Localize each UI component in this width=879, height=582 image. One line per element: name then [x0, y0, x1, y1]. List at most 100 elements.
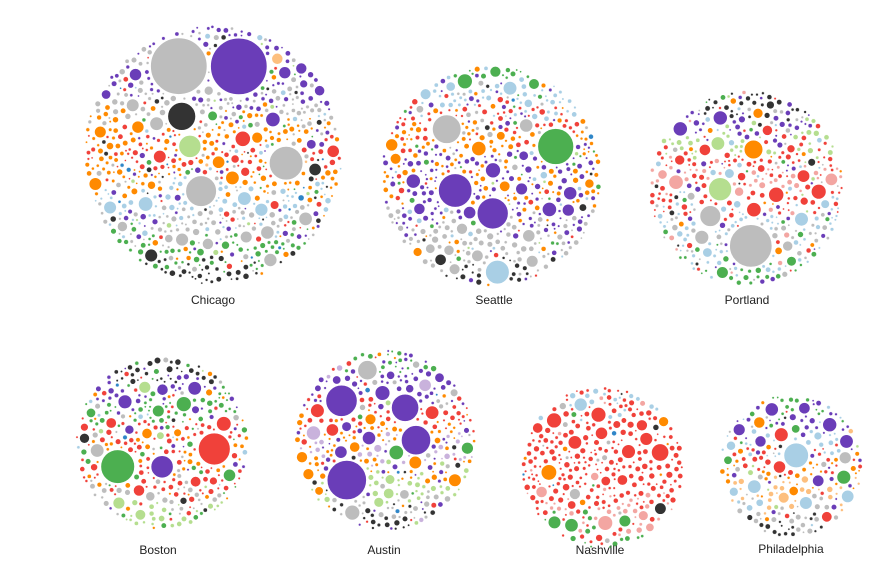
bubble-purple	[770, 276, 776, 282]
bubble-purple	[501, 104, 507, 110]
bubble-light-blue	[252, 202, 256, 206]
bubble-gray	[150, 37, 208, 95]
bubble-pink	[780, 184, 786, 189]
bubble-orange	[562, 446, 568, 452]
bubble-purple	[504, 120, 511, 127]
bubble-gray	[541, 254, 546, 259]
bubble-gray	[444, 224, 451, 231]
bubble-red	[471, 429, 476, 433]
bubble-gray	[782, 240, 794, 252]
bubble-purple	[395, 221, 399, 225]
bubble-purple	[137, 136, 141, 140]
bubble-light-blue	[826, 405, 831, 410]
bubble-light-blue	[666, 220, 669, 224]
bubble-lavender	[361, 444, 365, 448]
bubble-red	[672, 452, 680, 459]
bubble-purple	[494, 158, 498, 162]
bubble-gray	[537, 216, 544, 223]
bubble-purple	[810, 181, 814, 185]
bubble-dark	[144, 262, 148, 266]
bubble-purple	[327, 107, 331, 111]
bubble-green	[705, 100, 708, 104]
bubble-red	[567, 450, 571, 453]
bubble-green	[771, 396, 775, 400]
bubble-dark	[780, 524, 784, 528]
bubble-pink	[798, 189, 803, 193]
bubble-red	[601, 493, 605, 496]
bubble-light-blue	[445, 81, 456, 92]
bubble-orange	[415, 126, 422, 134]
bubble-dark	[735, 112, 739, 116]
bubble-gray	[698, 257, 702, 261]
bubble-lavender	[309, 450, 313, 454]
bubble-red	[526, 450, 532, 457]
bubble-red	[661, 479, 667, 485]
bubble-light-blue	[442, 206, 450, 214]
bubble-orange	[141, 427, 153, 440]
bubble-red	[87, 443, 91, 447]
bubble-red	[532, 422, 544, 434]
bubble-gray	[291, 226, 297, 232]
bubble-purple	[143, 394, 148, 399]
bubble-green	[140, 242, 147, 249]
bubble-light-blue	[287, 199, 290, 203]
bubble-green	[817, 412, 821, 416]
bubble-gray	[289, 215, 294, 220]
bubble-purple	[798, 402, 811, 415]
bubble-red	[761, 449, 767, 455]
bubble-purple	[110, 189, 118, 196]
bubble-gray	[361, 512, 365, 515]
bubble-orange	[488, 139, 494, 145]
bubble-light-blue	[416, 217, 423, 224]
bubble-green	[719, 94, 727, 101]
bubble-dark	[212, 374, 218, 380]
bubble-red	[314, 177, 318, 181]
bubble-gray	[409, 510, 413, 514]
bubble-red	[639, 432, 654, 446]
bubble-purple	[555, 196, 562, 203]
bubble-red	[311, 151, 316, 156]
bubble-orange	[706, 127, 714, 134]
bubble-gray	[290, 76, 297, 83]
bubble-gray	[230, 101, 234, 105]
bubble-orange	[88, 177, 103, 191]
bubble-green	[704, 269, 708, 273]
bubble-gray	[200, 502, 203, 506]
bubble-light-green	[758, 136, 762, 139]
bubble-green	[224, 409, 228, 413]
bubble-gray	[319, 131, 324, 136]
bubble-gray	[790, 235, 795, 240]
bubble-purple	[440, 384, 447, 391]
bubble-purple	[374, 385, 391, 401]
bubble-orange	[401, 169, 409, 177]
bubble-gray	[699, 205, 722, 227]
bubble-purple	[325, 380, 328, 383]
bubble-red	[627, 430, 634, 437]
bubble-light-green	[201, 369, 205, 373]
bubble-purple	[786, 164, 790, 167]
bubble-light-green	[385, 400, 391, 406]
bubble-purple	[107, 387, 115, 395]
bubble-orange	[108, 120, 112, 123]
bubble-orange	[220, 120, 225, 125]
bubble-orange	[172, 472, 177, 477]
bubble-red	[742, 462, 749, 470]
bubble-purple	[202, 40, 210, 48]
bubble-purple	[381, 359, 386, 364]
bubble-gray	[451, 218, 457, 224]
bubble-orange	[764, 516, 770, 522]
bubble-gray	[195, 89, 201, 95]
bubble-green	[587, 515, 593, 521]
bubble-light-blue	[737, 106, 741, 111]
bubble-gray	[263, 37, 268, 42]
bubble-purple	[698, 127, 703, 132]
bubble-pink	[662, 491, 666, 495]
bubble-red	[723, 160, 727, 163]
bubble-green	[221, 385, 226, 390]
bubble-orange	[551, 190, 555, 194]
bubble-light-blue	[162, 212, 165, 216]
bubble-red	[329, 134, 335, 139]
bubble-orange	[101, 167, 106, 171]
bubble-purple	[271, 83, 275, 87]
bubble-red	[131, 149, 139, 157]
